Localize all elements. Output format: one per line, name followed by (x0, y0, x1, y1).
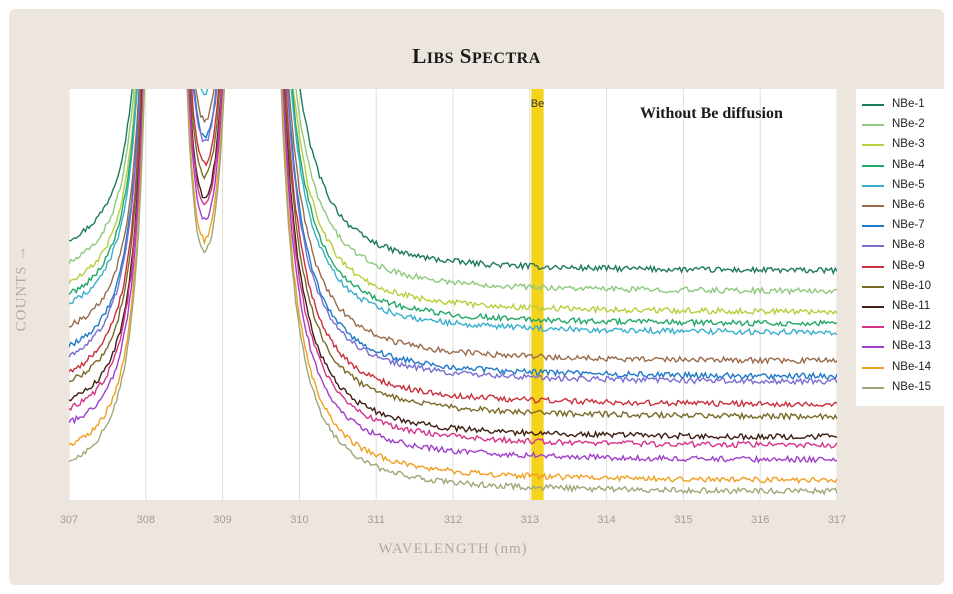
plot-area: Be (69, 89, 837, 500)
series-group (69, 89, 837, 496)
legend-swatch (862, 205, 884, 207)
series-line-nbe-3 (69, 89, 837, 317)
legend-swatch (862, 326, 884, 329)
be-highlight-label: Be (531, 98, 544, 110)
legend-item: NBe-14 (856, 358, 944, 378)
series-line-nbe-13 (69, 89, 837, 464)
x-tick-label: 310 (290, 514, 308, 526)
chart-title-word: SPECTRA (459, 44, 541, 68)
legend-item: NBe-11 (856, 297, 944, 317)
x-tick-label: 308 (137, 514, 155, 526)
chart-title-text: LIBS SPECTRA (412, 44, 541, 68)
legend: NBe-1 NBe-2 NBe-3 NBe-4 NBe-5 NBe-6 NBe-7 NBe-8… (856, 89, 944, 406)
legend-item: NBe-15 (856, 378, 944, 398)
legend-label: NBe-7 (892, 219, 925, 232)
series-line-nbe-4 (69, 89, 837, 328)
legend-label: NBe-1 (892, 98, 925, 110)
legend-label: NBe-13 (892, 340, 931, 353)
legend-item: NBe-1 (856, 95, 944, 115)
x-tick-label: 307 (60, 514, 78, 526)
series-line-nbe-6 (69, 89, 837, 365)
series-line-nbe-14 (69, 89, 837, 485)
x-tick-label: 309 (213, 514, 231, 526)
legend-label: NBe-6 (892, 199, 925, 211)
be-highlight-band (531, 89, 544, 500)
legend-swatch (862, 184, 884, 187)
legend-label: NBe-12 (892, 320, 931, 333)
legend-item: NBe-13 (856, 337, 944, 357)
legend-label: NBe-9 (892, 259, 925, 272)
legend-swatch (862, 124, 884, 127)
series-line-nbe-8 (69, 89, 837, 386)
chart-title: LIBS SPECTRA (0, 44, 953, 69)
series-line-nbe-11 (69, 89, 837, 442)
legend-swatch (862, 104, 884, 106)
plot-svg: Be (69, 89, 837, 500)
legend-swatch (862, 386, 884, 389)
x-tick-label: 314 (597, 514, 615, 526)
legend-swatch (862, 225, 884, 228)
legend-label: NBe-15 (892, 380, 931, 393)
legend-label: NBe-4 (892, 158, 925, 171)
x-tick-label: 311 (367, 514, 385, 526)
series-line-nbe-12 (69, 89, 837, 449)
annotation-text: Without Be diffusion (640, 105, 783, 122)
legend-label: NBe-10 (892, 279, 931, 292)
legend-label: NBe-2 (892, 118, 925, 131)
legend-swatch (862, 306, 884, 308)
legend-label: NBe-14 (892, 360, 931, 373)
legend-label: NBe-8 (892, 239, 925, 252)
legend-swatch (862, 265, 884, 268)
x-tick-label: 312 (444, 514, 462, 526)
legend-swatch (862, 366, 884, 369)
legend-item: NBe-3 (856, 135, 944, 155)
x-tick-label: 313 (521, 514, 539, 526)
legend-label: NBe-3 (892, 138, 925, 151)
series-line-nbe-9 (69, 89, 837, 408)
series-line-nbe-2 (69, 89, 837, 296)
series-line-nbe-1 (69, 89, 837, 276)
legend-swatch (862, 164, 884, 167)
legend-item: NBe-6 (856, 196, 944, 216)
legend-swatch (862, 346, 884, 349)
series-line-nbe-5 (69, 89, 837, 336)
legend-item: NBe-7 (856, 216, 944, 236)
series-line-nbe-10 (69, 89, 837, 421)
legend-item: NBe-10 (856, 277, 944, 297)
series-line-nbe-15 (69, 89, 837, 496)
x-tick-label: 315 (674, 514, 692, 526)
legend-item: NBe-12 (856, 317, 944, 337)
legend-swatch (862, 285, 884, 288)
legend-item: NBe-2 (856, 115, 944, 135)
legend-label: NBe-5 (892, 178, 925, 191)
x-axis-label: WAVELENGTH (nm) (378, 541, 528, 557)
legend-item: NBe-4 (856, 156, 944, 176)
legend-item: NBe-8 (856, 236, 944, 256)
chart-title-word: LIBS (412, 44, 455, 68)
legend-item: NBe-9 (856, 257, 944, 277)
legend-swatch (862, 245, 884, 248)
legend-item: NBe-5 (856, 176, 944, 196)
legend-label: NBe-11 (892, 300, 931, 312)
x-tick-label: 317 (828, 514, 846, 526)
series-line-nbe-7 (69, 89, 837, 381)
x-tick-label: 316 (751, 514, 769, 526)
legend-swatch (862, 144, 884, 147)
